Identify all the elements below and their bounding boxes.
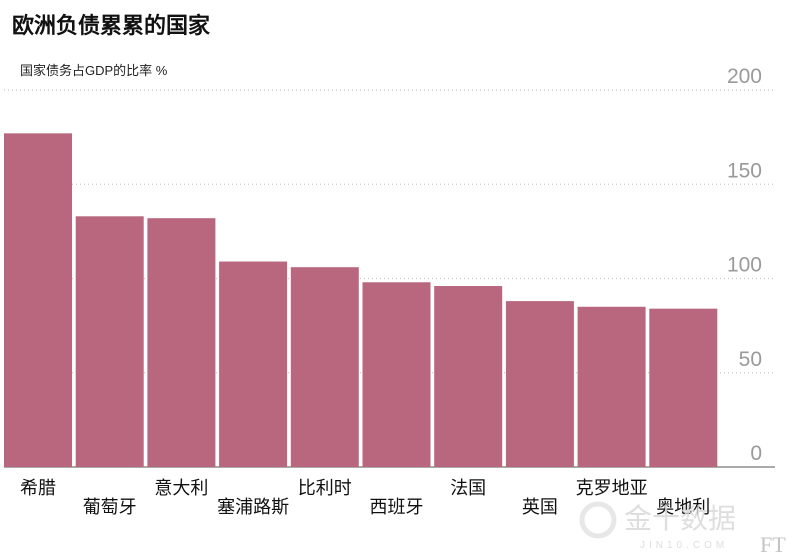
- bars: [4, 133, 718, 468]
- watermark-subtext: JIN10.COM: [640, 540, 728, 551]
- watermark: 金十数据 JIN10.COM: [579, 501, 736, 551]
- y-tick-label: 150: [727, 159, 762, 182]
- x-category-label: 希腊: [20, 478, 56, 498]
- x-category-label: 塞浦路斯: [217, 497, 289, 517]
- bar-5: [290, 267, 359, 467]
- chart-subtitle: 国家债务占GDP的比率 %: [20, 63, 168, 78]
- x-category-label: 英国: [522, 497, 558, 517]
- y-tick-label: 200: [727, 65, 762, 88]
- bar-2: [75, 216, 144, 467]
- bar-8: [505, 301, 574, 467]
- x-category-label: 比利时: [298, 478, 352, 498]
- bar-9: [577, 306, 646, 467]
- x-category-label: 西班牙: [370, 497, 424, 517]
- y-axis: 0 50 100 150 200: [727, 65, 762, 465]
- x-category-label: 法国: [450, 478, 486, 498]
- y-tick-label: 100: [727, 254, 762, 277]
- bar-7: [434, 286, 503, 467]
- chart-title: 欧洲负债累累的国家: [12, 13, 211, 38]
- x-category-label: 克罗地亚: [576, 478, 648, 498]
- bar-10: [649, 308, 718, 467]
- bar-4: [219, 261, 288, 467]
- y-tick-label: 50: [739, 348, 762, 371]
- watermark-text: 金十数据: [624, 503, 736, 534]
- watermark-logo-icon: [579, 501, 617, 539]
- bar-1: [4, 133, 72, 468]
- x-category-label: 意大利: [154, 478, 208, 498]
- x-category-label: 奥地利: [656, 497, 710, 517]
- bar-3: [147, 218, 216, 467]
- x-category-label: 葡萄牙: [83, 497, 137, 517]
- source-mark: FT: [760, 532, 786, 557]
- bar-6: [362, 282, 431, 467]
- y-tick-label: 0: [750, 442, 762, 465]
